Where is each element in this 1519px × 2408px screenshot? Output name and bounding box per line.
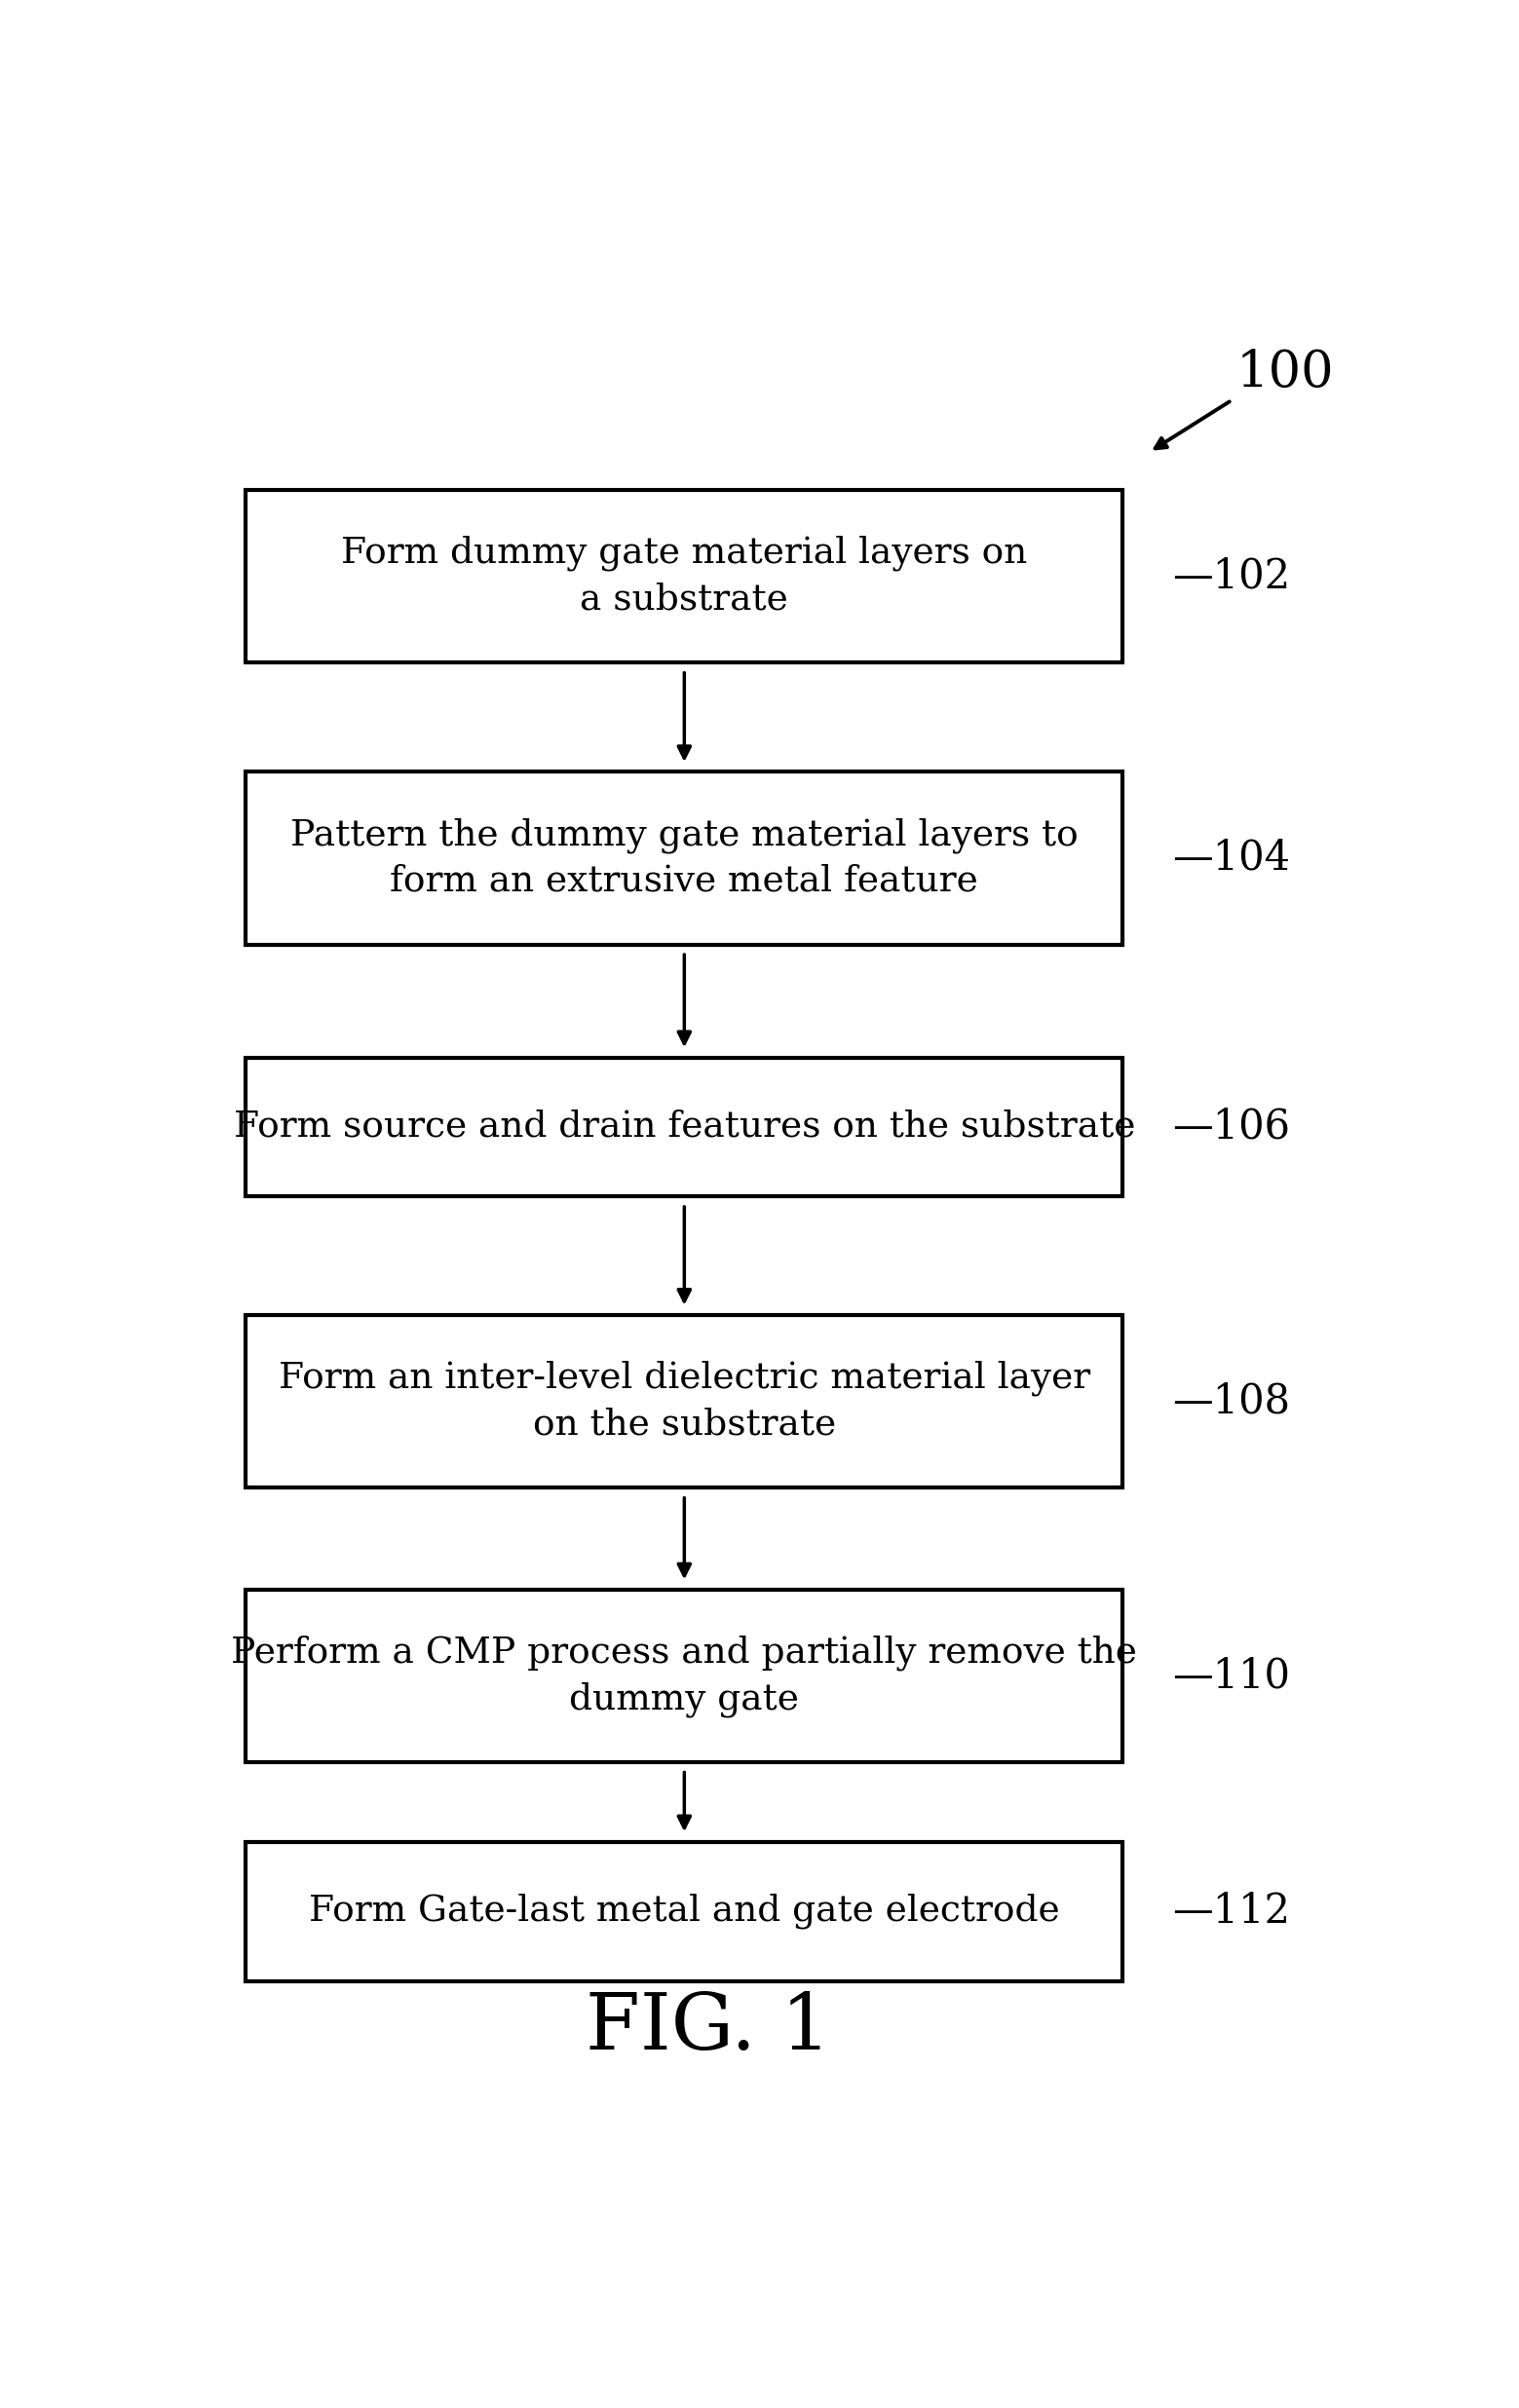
Text: —102: —102 — [1173, 556, 1291, 597]
FancyBboxPatch shape — [246, 1057, 1123, 1197]
Text: Form Gate-last metal and gate electrode: Form Gate-last metal and gate electrode — [308, 1893, 1060, 1929]
FancyBboxPatch shape — [246, 773, 1123, 944]
Text: Pattern the dummy gate material layers to
form an extrusive metal feature: Pattern the dummy gate material layers t… — [290, 816, 1078, 898]
Text: Form an inter-level dielectric material layer
on the substrate: Form an inter-level dielectric material … — [278, 1361, 1091, 1442]
FancyBboxPatch shape — [246, 1315, 1123, 1488]
Text: Form dummy gate material layers on
a substrate: Form dummy gate material layers on a sub… — [342, 535, 1027, 616]
Text: Form source and drain features on the substrate: Form source and drain features on the su… — [234, 1110, 1135, 1144]
Text: —112: —112 — [1173, 1890, 1290, 1931]
Text: FIG. 1: FIG. 1 — [585, 1989, 831, 2066]
Text: —104: —104 — [1173, 838, 1290, 879]
FancyBboxPatch shape — [246, 1842, 1123, 1982]
FancyBboxPatch shape — [246, 1589, 1123, 1763]
Text: 100: 100 — [1235, 347, 1334, 397]
Text: —110: —110 — [1173, 1654, 1290, 1695]
Text: —108: —108 — [1173, 1382, 1290, 1421]
FancyBboxPatch shape — [246, 491, 1123, 662]
Text: —106: —106 — [1173, 1108, 1290, 1149]
Text: Perform a CMP process and partially remove the
dummy gate: Perform a CMP process and partially remo… — [231, 1635, 1138, 1717]
